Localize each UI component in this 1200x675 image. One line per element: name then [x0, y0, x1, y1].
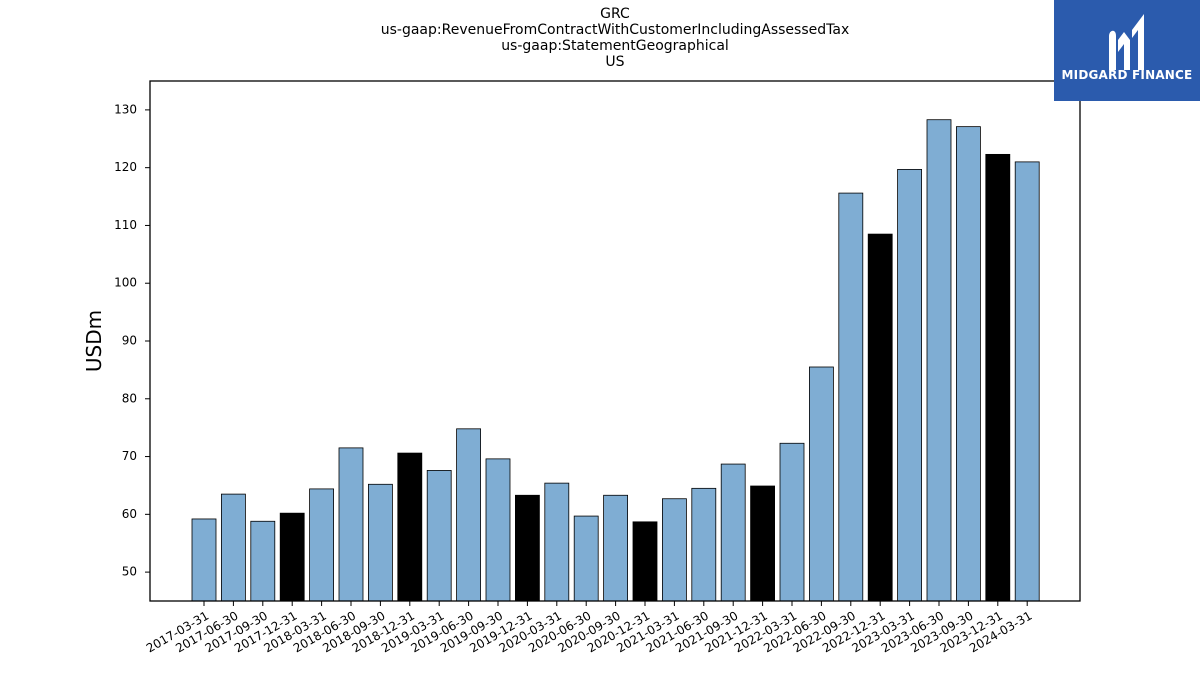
y-tick-label: 70: [122, 449, 137, 463]
chart-title-line-1: GRC: [600, 6, 630, 22]
bar-2021-12-31: [750, 485, 775, 602]
bar-2017-12-31: [279, 512, 305, 602]
bar-2022-06-30: [809, 366, 834, 602]
bar-2023-09-30: [956, 126, 981, 602]
bar-2021-03-31: [662, 498, 687, 602]
y-tick-label: 110: [114, 218, 137, 232]
bar-2020-06-30: [573, 515, 599, 602]
chart-title-line-4: US: [605, 54, 625, 70]
bar-2021-09-30: [720, 463, 746, 602]
bar-2019-09-30: [485, 458, 511, 602]
y-tick-label: 90: [122, 334, 137, 348]
y-tick-label: 100: [114, 276, 137, 290]
y-tick-label: 130: [114, 102, 137, 116]
chart-title: GRC us-gaap:RevenueFromContractWithCusto…: [150, 6, 1080, 70]
bar-2022-12-31: [867, 233, 893, 602]
chart-title-line-3: us-gaap:StatementGeographical: [501, 38, 729, 54]
bar-2018-06-30: [338, 447, 364, 602]
x-axis: 2017-03-312017-06-302017-09-302017-12-31…: [144, 601, 1034, 656]
bar-2019-03-31: [426, 470, 452, 602]
bar-2021-06-30: [691, 487, 717, 602]
y-axis-label: USDm: [82, 310, 106, 372]
y-axis: 50 60 70 80 90 100 110 120 130: [114, 102, 150, 579]
bar-2023-06-30: [926, 119, 952, 602]
bar-2017-09-30: [250, 520, 276, 602]
bar-2020-03-31: [544, 482, 570, 602]
bar-2019-12-31: [515, 494, 540, 602]
bar-2022-09-30: [838, 192, 864, 602]
bar-2019-06-30: [456, 428, 482, 602]
bar-2018-12-31: [397, 452, 423, 602]
bar-2022-03-31: [779, 442, 805, 602]
bar-2020-12-31: [632, 521, 658, 602]
bar-2023-12-31: [985, 153, 1011, 602]
bar-2018-03-31: [309, 488, 335, 602]
bar-2024-03-31: [1014, 161, 1040, 602]
y-tick-label: 60: [122, 507, 137, 521]
chart-title-line-2: us-gaap:RevenueFromContractWithCustomerI…: [380, 22, 850, 38]
y-tick-label: 120: [114, 160, 137, 174]
y-tick-label: 50: [122, 565, 137, 579]
bar-2020-09-30: [603, 494, 628, 602]
midgard-finance-logo: MIDGARD FINANCE: [1054, 0, 1200, 101]
midgard-logo-icon: [1109, 14, 1144, 70]
bar-2017-06-30: [220, 493, 246, 602]
y-tick-label: 80: [122, 391, 137, 405]
bar-2017-03-31: [191, 518, 217, 602]
logo-text: MIDGARD FINANCE: [1061, 68, 1193, 82]
bar-2018-09-30: [367, 483, 393, 602]
bar-2023-03-31: [897, 168, 922, 602]
bars-group: [191, 119, 1040, 602]
